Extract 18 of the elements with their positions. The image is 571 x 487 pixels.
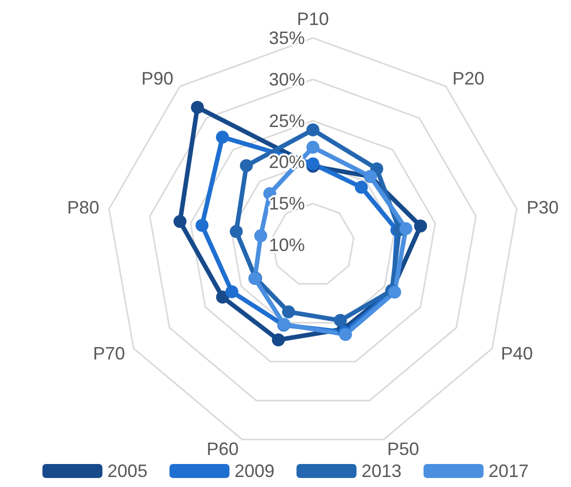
legend-label: 2013 — [362, 461, 402, 481]
spoke-label: P90 — [141, 68, 174, 89]
spoke-label: P10 — [296, 8, 329, 29]
legend-label: 2017 — [488, 461, 529, 481]
spoke-label: P60 — [206, 438, 239, 459]
y-tick-label: 15% — [268, 194, 305, 214]
spoke-label: P40 — [500, 343, 533, 364]
spoke-label: P30 — [526, 197, 559, 218]
spoke-label: P50 — [387, 438, 420, 459]
y-tick-label: 35% — [268, 28, 305, 48]
legend-label: 2009 — [234, 461, 275, 481]
y-tick-label: 10% — [268, 234, 305, 255]
y-tick-label: 30% — [268, 69, 305, 90]
spoke-label: P70 — [92, 343, 125, 364]
y-tick-label: 25% — [268, 110, 305, 131]
spoke-label: P80 — [67, 197, 100, 218]
legend-label: 2005 — [107, 461, 148, 481]
spoke-label: P20 — [452, 68, 484, 89]
